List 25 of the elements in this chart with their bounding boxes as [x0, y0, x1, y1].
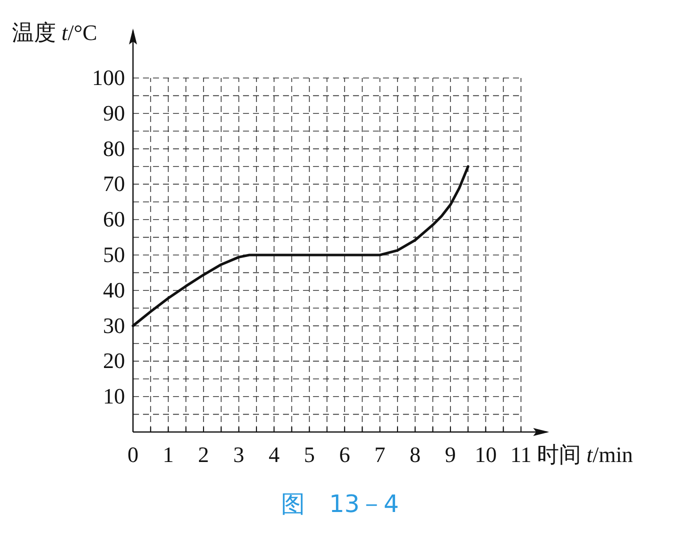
caption: 图 13－4 — [281, 490, 399, 518]
y-tick-label: 80 — [103, 136, 125, 161]
x-tick-label: 6 — [339, 442, 350, 467]
y-tick-label: 50 — [103, 242, 125, 267]
x-tick-label: 11 — [510, 442, 532, 467]
x-tick-label: 9 — [444, 442, 456, 467]
x-tick-label: 3 — [233, 442, 244, 467]
y-tick-label: 60 — [103, 206, 125, 232]
y-tick-label: 90 — [103, 100, 125, 126]
x-tick-label: 4 — [268, 442, 280, 467]
x-tick-label: 5 — [304, 442, 315, 467]
y-tick-label: 40 — [103, 277, 125, 302]
y-tick-label: 10 — [103, 384, 125, 409]
x-tick-label: 1 — [162, 442, 174, 467]
x-axis-title: 时间 t/min — [536, 442, 633, 467]
x-tick-label: 0 — [128, 442, 138, 467]
x-tick-label: 8 — [410, 442, 421, 467]
y-tick-label: 100 — [92, 65, 125, 90]
y-tick-label: 70 — [103, 171, 125, 196]
x-tick-label: 2 — [198, 442, 210, 467]
x-tick-label: 7 — [374, 442, 386, 467]
y-axis-title: 温度 t/°C — [12, 20, 98, 45]
x-tick-label: 10 — [474, 442, 497, 467]
y-tick-label: 30 — [103, 312, 125, 338]
y-tick-label: 20 — [103, 348, 125, 374]
